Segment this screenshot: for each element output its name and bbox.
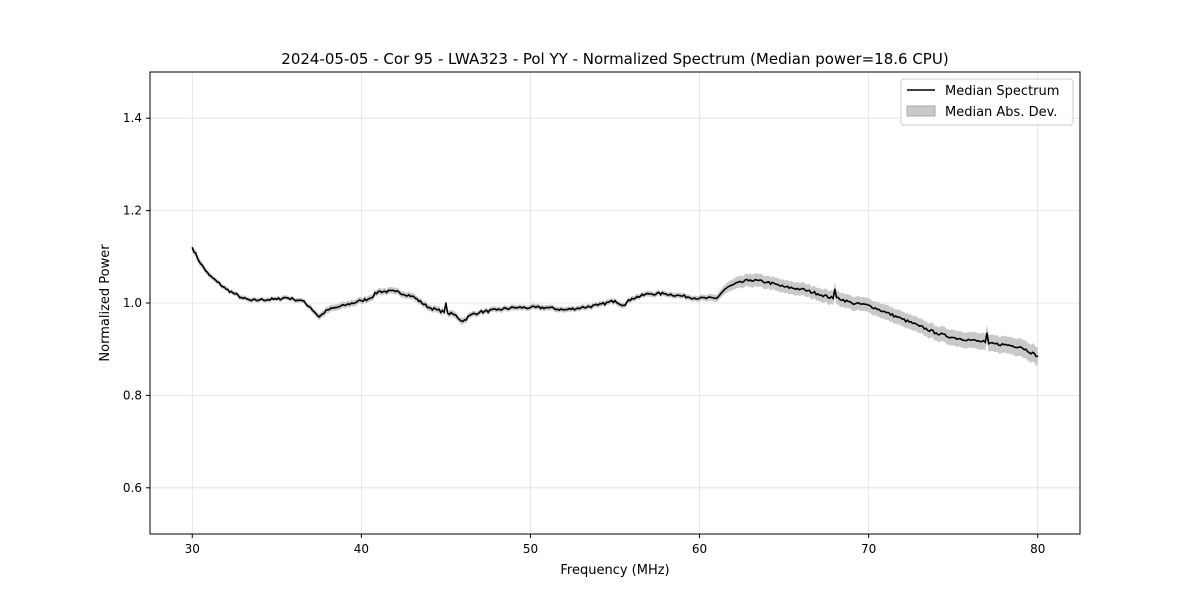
data-point: [783, 286, 785, 288]
x-tick-label: 40: [354, 542, 369, 556]
data-point: [217, 281, 219, 283]
data-point: [935, 332, 937, 334]
data-point: [512, 307, 515, 309]
data-point: [851, 302, 853, 304]
data-point: [1020, 346, 1022, 348]
data-point: [411, 295, 413, 297]
y-tick-label: 1.2: [123, 204, 142, 218]
data-point: [766, 281, 768, 283]
data-point: [665, 293, 667, 295]
data-point: [984, 341, 986, 343]
data-point: [988, 343, 990, 345]
data-point: [834, 288, 836, 290]
x-tick-label: 70: [861, 542, 876, 556]
data-point: [724, 288, 726, 290]
data-point: [631, 297, 633, 299]
data-point: [242, 297, 244, 299]
data-point: [326, 309, 329, 311]
data-point: [479, 311, 481, 313]
data-point: [817, 293, 819, 295]
mad-band: [192, 243, 1038, 366]
data-point: [284, 296, 286, 299]
chart-title: 2024-05-05 - Cor 95 - LWA323 - Pol YY - …: [281, 50, 948, 68]
x-tick-label: 80: [1030, 542, 1045, 556]
data-point: [986, 332, 988, 334]
data-point: [832, 297, 834, 299]
data-point: [453, 313, 455, 316]
data-point: [447, 312, 449, 314]
data-point: [335, 307, 337, 309]
data-point: [901, 318, 904, 320]
data-point: [225, 288, 227, 290]
y-tick-label: 0.6: [123, 481, 142, 495]
legend-band-swatch: [906, 105, 936, 117]
data-point: [1037, 355, 1039, 357]
data-point: [622, 304, 625, 306]
data-point: [318, 316, 320, 318]
data-point: [1003, 343, 1005, 346]
data-point: [276, 298, 278, 300]
legend-label-median: Median Spectrum: [945, 84, 1059, 99]
data-point: [580, 307, 582, 309]
legend: Median Spectrum Median Abs. Dev.: [900, 78, 1074, 126]
data-point: [310, 307, 312, 309]
data-point: [443, 311, 445, 313]
x-tick-label: 30: [185, 542, 200, 556]
data-point: [200, 263, 202, 265]
data-point: [597, 304, 599, 306]
data-point: [496, 309, 498, 311]
x-tick-label: 60: [692, 542, 707, 556]
data-point: [462, 320, 464, 323]
x-axis-label: Frequency (MHz): [560, 563, 669, 578]
data-point: [529, 307, 532, 309]
data-point: [563, 309, 565, 311]
data-point: [648, 293, 650, 295]
data-point: [546, 307, 548, 309]
x-tick-label: 50: [523, 542, 538, 556]
legend-label-mad: Median Abs. Dev.: [945, 105, 1057, 120]
data-point: [259, 299, 261, 301]
data-point: [360, 300, 362, 302]
legend-box: [900, 78, 1074, 126]
data-point: [470, 313, 472, 316]
data-point: [301, 300, 303, 302]
data-point: [250, 300, 253, 302]
data-point: [682, 295, 684, 297]
data-point: [208, 274, 210, 276]
data-point: [800, 288, 802, 290]
data-point: [428, 307, 430, 309]
data-point: [436, 309, 439, 311]
y-tick-label: 1.0: [123, 296, 142, 310]
series: [191, 243, 1039, 366]
data-point: [918, 325, 920, 327]
data-point: [614, 300, 616, 302]
data-point: [884, 311, 887, 313]
data-point: [445, 302, 447, 304]
data-point: [969, 339, 971, 341]
data-point: [191, 246, 193, 249]
y-tick-label: 1.4: [123, 111, 142, 125]
data-point: [698, 297, 701, 299]
y-tick-label: 0.8: [123, 388, 142, 402]
y-axis-label: Normalized Power: [98, 244, 113, 362]
data-point: [394, 290, 396, 293]
data-point: [749, 279, 751, 281]
data-point: [233, 293, 236, 295]
data-point: [369, 297, 371, 299]
data-point: [732, 283, 734, 286]
data-point: [377, 290, 379, 293]
data-point: [293, 298, 295, 300]
ticks: 30 40 50 60 70 80 0.6 0.8 1.0 1.2 1.4: [123, 111, 1045, 556]
data-point: [343, 304, 346, 306]
data-point: [868, 304, 870, 306]
data-point: [715, 297, 718, 299]
data-point: [835, 296, 838, 299]
data-point: [952, 337, 954, 339]
